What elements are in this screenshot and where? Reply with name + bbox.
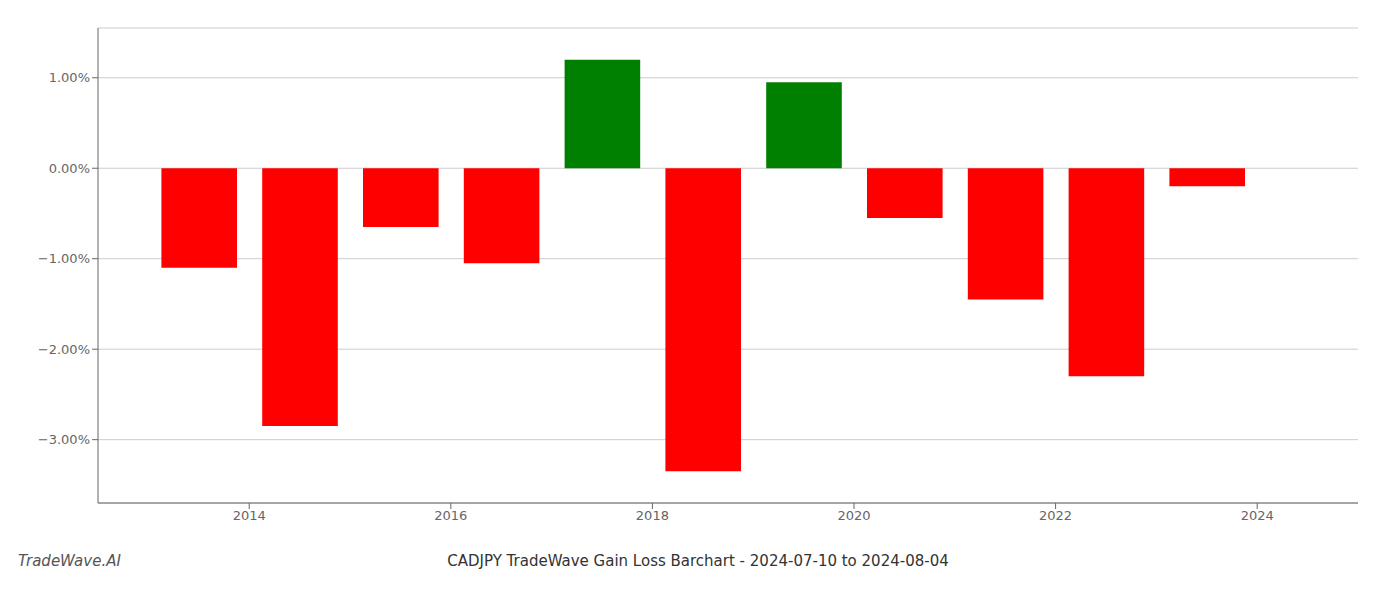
svg-text:−1.00%: −1.00%: [38, 251, 90, 266]
svg-text:2016: 2016: [434, 508, 467, 523]
svg-text:0.00%: 0.00%: [49, 161, 90, 176]
html-text:TradeWave.AI: TradeWave.AI: [18, 552, 121, 570]
svg-text:2018: 2018: [636, 508, 669, 523]
svg-text:2020: 2020: [837, 508, 870, 523]
svg-text:−2.00%: −2.00%: [38, 342, 90, 357]
svg-text:−3.00%: −3.00%: [38, 432, 90, 447]
svg-text:2024: 2024: [1241, 508, 1274, 523]
html-text:CADJPY TradeWave Gain Loss Bar: CADJPY TradeWave Gain Loss Barchart - 20…: [447, 552, 949, 570]
svg-text:2014: 2014: [233, 508, 266, 523]
svg-text:1.00%: 1.00%: [49, 70, 90, 85]
svg-text:2022: 2022: [1039, 508, 1072, 523]
